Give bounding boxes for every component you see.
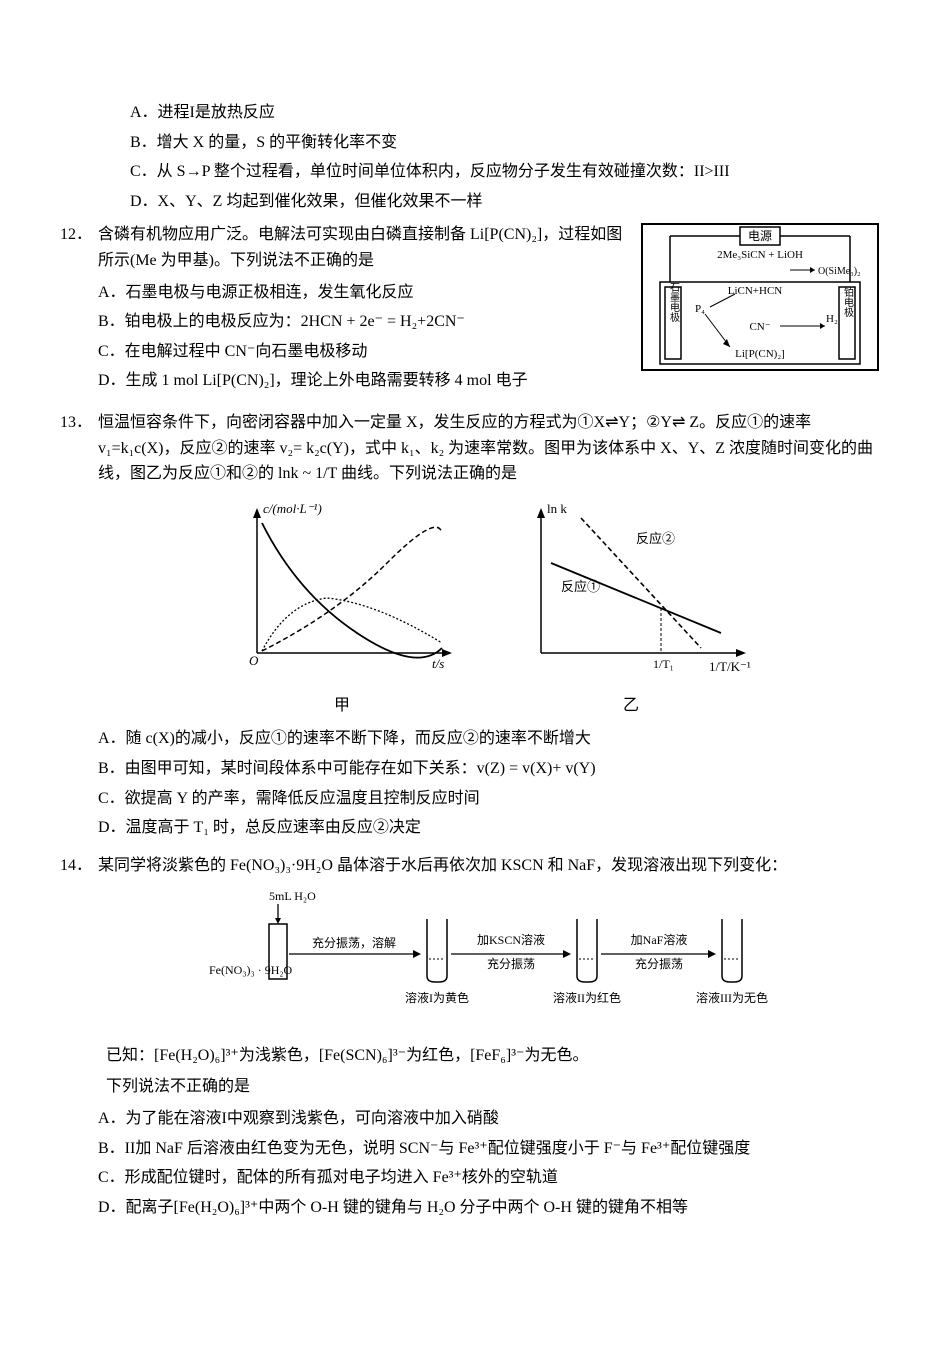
- q11-opt-D: D．X、Y、Z 均起到催化效果，但催化效果不一样: [130, 189, 880, 215]
- q12-number: 12．: [60, 222, 92, 248]
- q14-diagram: Fe(NO₃)₃ · 9H₂O 5mL H₂O 充分振荡，溶解 溶液I为黄色 加…: [169, 884, 809, 1024]
- invT-axis: 1/T/K⁻¹: [709, 659, 751, 674]
- q14-opt-C: C．形成配位键时，配体的所有孤对电子均进入 Fe³⁺核外的空轨道: [98, 1165, 880, 1191]
- lipcn-label: Li[P(CN)₂]: [735, 348, 785, 360]
- q11-opt-A: A．进程I是放热反应: [130, 100, 880, 126]
- h2o-label: 5mL H₂O: [269, 889, 316, 903]
- q11-opt-C: C．从 S→P 整个过程看，单位时间单位体积内，反应物分子发生有效碰撞次数：II…: [130, 159, 880, 185]
- q11-options: A．进程I是放热反应 B．增大 X 的量，S 的平衡转化率不变 C．从 S→P …: [90, 100, 880, 214]
- t-axis-label: t/s: [432, 656, 444, 671]
- question-14: 14． 某同学将淡紫色的 Fe(NO₃)₃·9H₂O 晶体溶于水后再依次加 KS…: [90, 853, 880, 1221]
- h2-label: H₂: [826, 313, 838, 325]
- q13-opt-B: B．由图甲可知，某时间段体系中可能存在如下关系：v(Z) = v(X)+ v(Y…: [98, 756, 880, 782]
- q13-chart-1: c/(mol·L⁻¹) t/s O: [217, 493, 467, 683]
- q13-opt-A: A．随 c(X)的减小，反应①的速率不断下降，而反应②的速率不断增大: [98, 726, 880, 752]
- q11-opt-B: B．增大 X 的量，S 的平衡转化率不变: [130, 130, 880, 156]
- q13-chart-2: ln k 1/T/K⁻¹ 反应② 反应① 1/T₁: [501, 493, 761, 683]
- origin-o: O: [249, 653, 259, 668]
- graphite-label: 石墨电极: [668, 282, 680, 323]
- caption-yi: 乙: [501, 693, 761, 719]
- q13-number: 13．: [60, 410, 92, 436]
- top-eq: 2Me₃SiCN + LiOH: [717, 249, 803, 261]
- t1-label: 1/T₁: [653, 657, 674, 671]
- step3a: 加NaF溶液: [631, 932, 688, 947]
- step1a: 充分振荡，溶解: [312, 935, 396, 950]
- p4-label: P₄: [695, 303, 705, 315]
- q13-stem: 恒温恒容条件下，向密闭容器中加入一定量 X，发生反应的方程式为①X⇌Y；②Y⇌ …: [98, 410, 880, 487]
- caption-jia: 甲: [217, 693, 467, 719]
- c1: 溶液I为黄色: [405, 990, 469, 1005]
- licn-hcn: LiCN+HCN: [728, 285, 783, 297]
- line2-label: 反应②: [636, 531, 675, 546]
- lnk-axis: ln k: [547, 501, 567, 516]
- step2b: 充分振荡: [487, 956, 535, 971]
- c3: 溶液III为无色: [696, 990, 768, 1005]
- q12-diagram: 电源 石墨电极 铂电极 2Me₃SiCN + LiOH O(SiMe₃)₂ Li…: [640, 222, 880, 372]
- cn-label: CN⁻: [749, 321, 770, 333]
- q14-opt-B: B．II加 NaF 后溶液由红色变为无色，说明 SCN⁻与 Fe³⁺配位键强度小…: [98, 1136, 880, 1162]
- q14-sub: 下列说法不正确的是: [98, 1074, 880, 1100]
- q14-number: 14．: [60, 853, 92, 879]
- q13-captions: 甲 乙: [98, 693, 880, 719]
- step2a: 加KSCN溶液: [477, 932, 545, 947]
- q13-opt-D: D．温度高于 T₁ 时，总反应速率由反应②决定: [98, 815, 880, 841]
- q14-opt-A: A．为了能在溶液I中观察到浅紫色，可向溶液中加入硝酸: [98, 1106, 880, 1132]
- q14-known: 已知：[Fe(H₂O)₆]³⁺为浅紫色，[Fe(SCN)₆]³⁻为红色，[FeF…: [98, 1043, 880, 1069]
- q14-stem: 某同学将淡紫色的 Fe(NO₃)₃·9H₂O 晶体溶于水后再依次加 KSCN 和…: [98, 853, 880, 879]
- line1-label: 反应①: [561, 579, 600, 594]
- question-13: 13． 恒温恒容条件下，向密闭容器中加入一定量 X，发生反应的方程式为①X⇌Y；…: [90, 410, 880, 841]
- pt-label: 铂电极: [842, 286, 854, 318]
- power-source-label: 电源: [748, 229, 772, 243]
- step3b: 充分振荡: [635, 956, 683, 971]
- osime: O(SiMe₃)₂: [818, 266, 861, 277]
- c-axis-label: c/(mol·L⁻¹): [263, 501, 322, 516]
- q13-opt-C: C．欲提高 Y 的产率，需降低反应温度且控制反应时间: [98, 786, 880, 812]
- c2: 溶液II为红色: [553, 990, 621, 1005]
- start-label: Fe(NO₃)₃ · 9H₂O: [209, 963, 293, 977]
- question-12: 12． 电源 石墨电极 铂电极 2Me₃SiCN + LiOH: [90, 222, 880, 398]
- q14-opt-D: D．配离子[Fe(H₂O)₆]³⁺中两个 O-H 键的键角与 H₂O 分子中两个…: [98, 1195, 880, 1221]
